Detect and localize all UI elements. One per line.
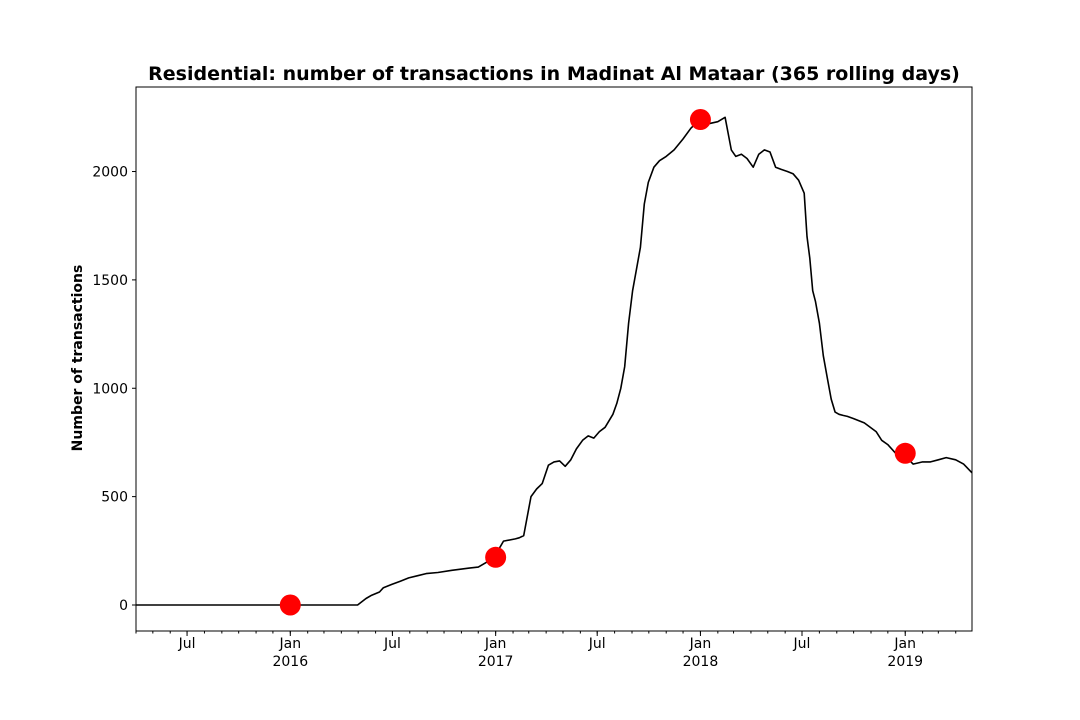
y-tick-label: 500 <box>101 490 128 506</box>
x-tick-label: Jan <box>278 636 301 652</box>
series-line <box>136 116 973 606</box>
highlight-marker <box>485 546 507 568</box>
x-tick-year-label: 2017 <box>478 654 514 670</box>
y-tick-label: 2000 <box>92 165 128 181</box>
y-axis-label: Number of transactions <box>70 265 86 452</box>
plot-area: 0 500 1000 1500 2000 Jul Jan 2016 Jul Jan 2017 Jul J… <box>92 86 973 670</box>
x-tick-label: Jul <box>793 636 811 652</box>
y-tick-label: 0 <box>119 598 128 614</box>
x-tick-year-label: 2019 <box>887 654 923 670</box>
x-tick-year-label: 2018 <box>683 654 719 670</box>
highlight-marker <box>689 109 711 131</box>
y-tick-label: 1000 <box>92 381 128 397</box>
axes-frame <box>135 86 973 632</box>
x-tick-label: Jul <box>588 636 606 652</box>
x-tick-label: Jan <box>689 636 712 652</box>
y-tick-label: 1500 <box>92 273 128 289</box>
x-tick-label: Jul <box>178 636 196 652</box>
chart-title: Residential: number of transactions in M… <box>148 63 960 85</box>
x-tick-year-label: 2016 <box>272 654 308 670</box>
x-tick-label: Jan <box>893 636 916 652</box>
x-tick-label: Jul <box>383 636 401 652</box>
highlight-marker <box>894 442 916 464</box>
x-tick-label: Jan <box>484 636 507 652</box>
highlight-marker <box>279 594 301 616</box>
